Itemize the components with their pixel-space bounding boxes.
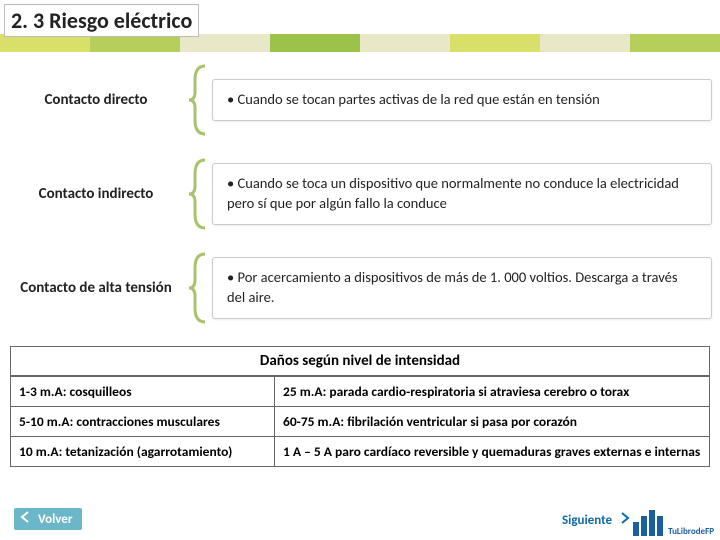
- row-contacto-alta-tension: Contacto de alta tensión • Por acercamie…: [8, 250, 712, 326]
- brace-icon: [184, 62, 212, 138]
- row-contacto-directo: Contacto directo • Cuando se tocan parte…: [8, 62, 712, 138]
- table-cell: 1-3 m.A: cosquilleos: [11, 377, 275, 406]
- logo-bars-icon: [633, 510, 663, 536]
- table-row: 5-10 m.A: contracciones musculares 60-75…: [11, 406, 709, 436]
- logo: TuLibrodeFP: [633, 510, 714, 536]
- row-label: Contacto indirecto: [8, 156, 184, 232]
- table-cell: 10 m.A: tetanización (agarrotamiento): [11, 437, 275, 466]
- arrow-right-icon: [618, 512, 630, 528]
- row-label: Contacto directo: [8, 62, 184, 138]
- row-contacto-indirecto: Contacto indirecto • Cuando se toca un d…: [8, 156, 712, 232]
- table-cell: 25 m.A: parada cardio-respiratoria si at…: [275, 377, 709, 406]
- table-cell: 1 A – 5 A paro cardíaco reversible y que…: [275, 437, 709, 466]
- brace-icon: [184, 250, 212, 326]
- back-label: Volver: [38, 512, 72, 527]
- row-desc: • Por acercamiento a dispositivos de más…: [212, 257, 712, 318]
- table-cell: 5-10 m.A: contracciones musculares: [11, 407, 275, 436]
- row-label: Contacto de alta tensión: [8, 250, 184, 326]
- table-header: Daños según nivel de intensidad: [11, 347, 709, 376]
- next-button[interactable]: Siguiente: [558, 510, 634, 530]
- next-label: Siguiente: [562, 513, 612, 528]
- table-row: 10 m.A: tetanización (agarrotamiento) 1 …: [11, 436, 709, 466]
- definition-rows: Contacto directo • Cuando se tocan parte…: [8, 62, 712, 344]
- table-row: 1-3 m.A: cosquilleos 25 m.A: parada card…: [11, 376, 709, 406]
- damage-table: Daños según nivel de intensidad 1-3 m.A:…: [10, 346, 710, 467]
- row-desc: • Cuando se toca un dispositivo que norm…: [212, 163, 712, 224]
- row-desc: • Cuando se tocan partes activas de la r…: [212, 79, 712, 121]
- logo-text: TuLibrodeFP: [668, 527, 714, 536]
- arrow-left-icon: [20, 511, 32, 527]
- table-cell: 60-75 m.A: fibrilación ventricular si pa…: [275, 407, 709, 436]
- page-title: 2. 3 Riesgo eléctrico: [4, 4, 199, 37]
- back-button[interactable]: Volver: [14, 508, 82, 530]
- brace-icon: [184, 156, 212, 232]
